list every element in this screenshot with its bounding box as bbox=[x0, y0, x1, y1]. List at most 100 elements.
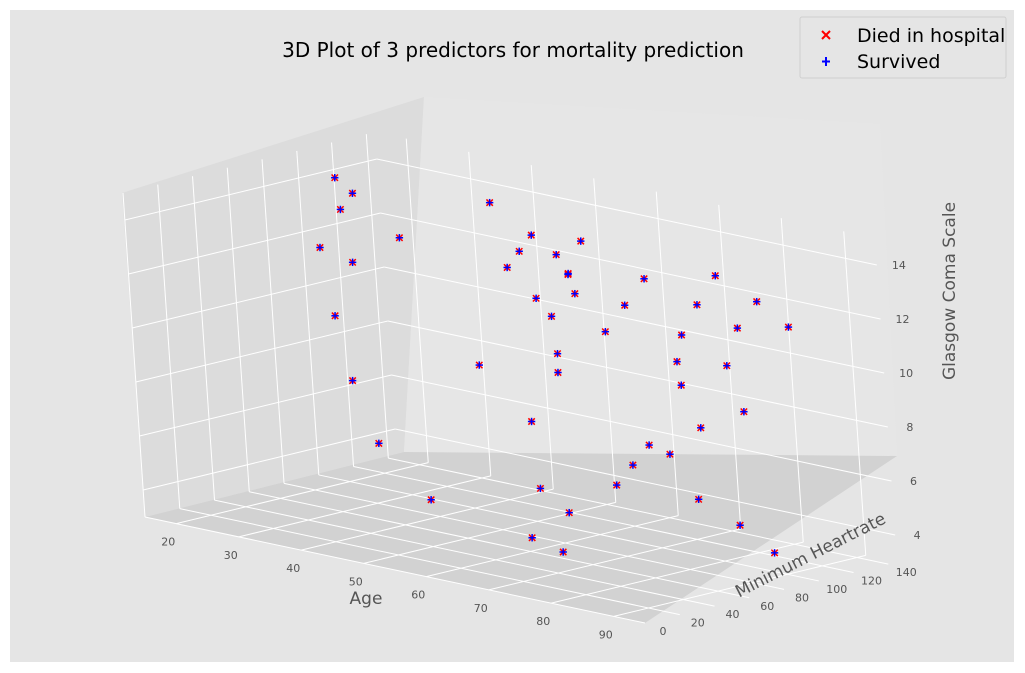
point-survived bbox=[348, 258, 357, 267]
grid-line-x-vertical bbox=[780, 218, 804, 543]
grid-line-z bbox=[143, 428, 396, 491]
grid-line-y-vertical bbox=[261, 159, 285, 484]
x-axis-label: Age bbox=[350, 589, 383, 609]
grid-line-x-vertical bbox=[655, 191, 679, 516]
grid-line-x-vertical bbox=[530, 165, 554, 490]
y-tick-label: 80 bbox=[795, 591, 809, 604]
point-survived bbox=[645, 441, 653, 449]
grid-line-z bbox=[124, 158, 377, 221]
grid-line-y bbox=[249, 491, 750, 599]
grid-line-z bbox=[132, 266, 385, 329]
grid-line-z bbox=[139, 374, 392, 437]
z-tick-label: 10 bbox=[899, 367, 913, 380]
point-survived bbox=[527, 231, 535, 239]
point-survived bbox=[536, 484, 545, 493]
point-survived bbox=[673, 357, 681, 366]
grid-line-x bbox=[363, 501, 616, 564]
point-survived bbox=[331, 173, 339, 182]
point-survived bbox=[528, 534, 536, 542]
point-survived bbox=[547, 312, 556, 321]
point-survived bbox=[753, 297, 761, 306]
legend-marker-survived bbox=[822, 57, 830, 66]
point-survived bbox=[571, 289, 579, 298]
point-survived bbox=[736, 521, 744, 529]
y-tick-label: 60 bbox=[760, 600, 774, 613]
x-tick-label: 90 bbox=[599, 628, 613, 641]
point-survived bbox=[711, 272, 719, 280]
z-tick-label: 6 bbox=[910, 475, 917, 488]
point-survived bbox=[694, 495, 703, 504]
point-survived bbox=[564, 269, 572, 278]
grid-line-y-vertical bbox=[331, 142, 355, 467]
y-tick-label: 40 bbox=[726, 608, 740, 621]
grid-line-z bbox=[128, 212, 381, 275]
grid-line-x-vertical bbox=[843, 231, 867, 556]
grid-line-x bbox=[176, 462, 429, 525]
point-survived bbox=[740, 407, 748, 416]
x-tick-label: 70 bbox=[474, 602, 488, 615]
grid-line-y bbox=[388, 457, 889, 565]
grid-line-z-back bbox=[391, 374, 892, 482]
point-survived bbox=[697, 424, 705, 432]
point-survived bbox=[565, 508, 573, 517]
point-survived bbox=[770, 549, 779, 557]
grid-line-y-vertical bbox=[192, 176, 216, 501]
point-survived bbox=[577, 237, 585, 245]
point-survived bbox=[515, 247, 523, 256]
z-tick-label: 14 bbox=[892, 259, 906, 272]
grid-line-x bbox=[488, 528, 741, 591]
grid-line-x-vertical bbox=[468, 151, 492, 476]
x-tick-label: 20 bbox=[161, 536, 175, 549]
z-tick-label: 4 bbox=[914, 529, 921, 542]
y-tick-label: 120 bbox=[861, 575, 882, 588]
point-survived bbox=[348, 376, 357, 385]
pane-bottom bbox=[145, 452, 897, 623]
data-points bbox=[316, 173, 793, 557]
grid-line-z bbox=[135, 320, 388, 383]
x-tick-label: 50 bbox=[349, 575, 363, 588]
grid-line-z-back bbox=[380, 212, 881, 320]
y-tick-label: 100 bbox=[826, 583, 847, 596]
legend-box bbox=[799, 16, 1007, 79]
point-survived bbox=[336, 205, 345, 214]
point-survived bbox=[613, 481, 621, 489]
point-survived bbox=[629, 461, 637, 469]
point-survived bbox=[475, 361, 483, 369]
grid-line-x-vertical bbox=[718, 204, 742, 529]
grid-line-x bbox=[238, 475, 491, 538]
point-survived bbox=[375, 439, 383, 448]
point-survived bbox=[620, 301, 629, 309]
grid-line-y-vertical bbox=[122, 192, 146, 518]
point-survived bbox=[677, 331, 686, 339]
point-survived bbox=[640, 275, 648, 283]
grid-line-y bbox=[214, 499, 715, 607]
x-tick-label: 80 bbox=[536, 615, 550, 628]
x-tick-label: 40 bbox=[286, 562, 300, 575]
grid-line-y bbox=[179, 508, 680, 616]
grid-line-x-vertical bbox=[593, 178, 617, 503]
point-survived bbox=[733, 324, 742, 332]
point-survived bbox=[503, 263, 511, 272]
grid-line-x bbox=[426, 515, 679, 578]
grid-line-x bbox=[613, 554, 866, 617]
point-survived bbox=[677, 381, 685, 389]
grid-line-y-vertical bbox=[226, 167, 250, 492]
y-tick-label: 140 bbox=[896, 566, 917, 579]
grid-line-x bbox=[551, 541, 804, 604]
grid-line-x bbox=[301, 488, 554, 551]
z-tick-label: 8 bbox=[906, 421, 913, 434]
point-survived bbox=[666, 450, 674, 458]
point-survived bbox=[331, 312, 339, 320]
grid-line-y bbox=[144, 516, 646, 624]
grid-line-z-back bbox=[395, 428, 896, 536]
grid-line-x-vertical bbox=[405, 138, 429, 463]
grid-line-y-vertical bbox=[157, 184, 181, 509]
grid-line-z-back bbox=[384, 266, 885, 374]
grid-line-y-vertical bbox=[365, 134, 389, 459]
grid-line-z-back bbox=[387, 320, 888, 428]
point-survived bbox=[532, 294, 540, 302]
y-tick-label: 20 bbox=[691, 617, 705, 630]
pane-right bbox=[404, 97, 897, 456]
point-survived bbox=[316, 243, 324, 252]
